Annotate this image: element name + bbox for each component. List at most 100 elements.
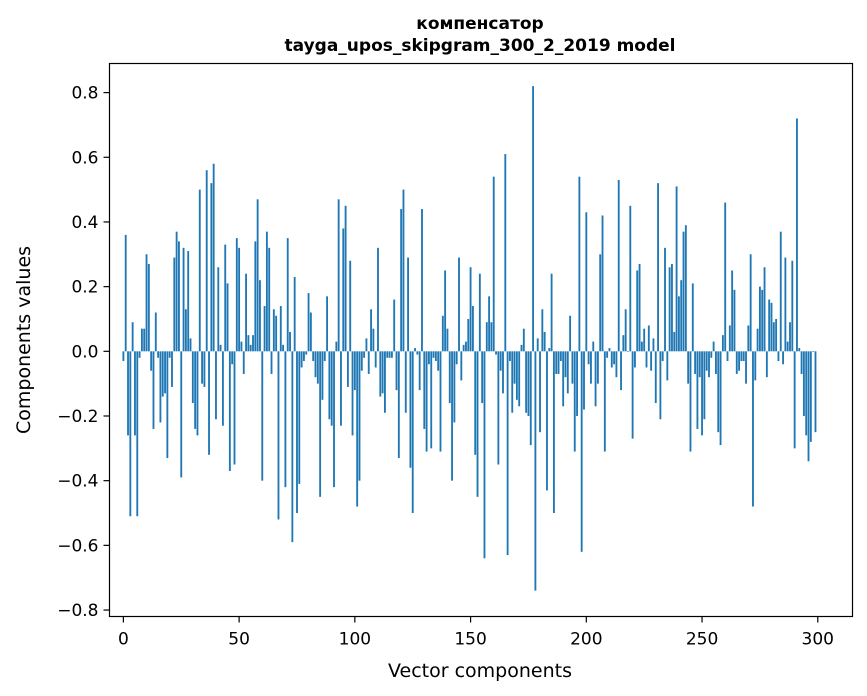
bar	[326, 296, 329, 352]
bar	[633, 351, 636, 368]
bar	[643, 328, 646, 352]
bar	[427, 351, 430, 365]
bar	[763, 267, 766, 352]
bar	[608, 348, 611, 352]
bar	[673, 331, 676, 352]
bar	[622, 335, 625, 352]
bar	[210, 183, 213, 352]
bar	[437, 351, 440, 371]
bar	[231, 351, 234, 365]
bar	[518, 351, 521, 407]
bar	[657, 183, 659, 352]
bar	[502, 351, 504, 394]
bar	[249, 344, 252, 352]
bar	[740, 351, 743, 362]
bar	[606, 351, 609, 358]
bar	[201, 351, 204, 384]
bar	[777, 351, 780, 362]
bar	[340, 351, 342, 426]
bar	[309, 312, 312, 352]
bar	[696, 351, 699, 429]
bar	[483, 351, 486, 559]
bar	[377, 247, 379, 352]
x-tick-label: 0	[118, 630, 129, 650]
bar	[509, 351, 511, 362]
bar	[731, 270, 734, 352]
x-tick-label: 300	[802, 630, 834, 650]
bar	[569, 315, 572, 352]
bar	[448, 351, 451, 404]
bar	[465, 341, 467, 352]
y-tick-label: −0.2	[57, 407, 98, 427]
bar	[386, 351, 389, 358]
bar	[603, 351, 606, 452]
bar	[534, 351, 537, 591]
bar	[476, 351, 479, 497]
bar	[474, 351, 477, 455]
y-axis-label: Components values	[13, 246, 35, 434]
bar	[152, 351, 155, 429]
bar	[205, 170, 208, 352]
bar	[402, 189, 405, 352]
bar	[196, 351, 199, 436]
bar	[791, 260, 794, 352]
bar	[161, 351, 164, 397]
bar	[342, 228, 345, 352]
bar	[738, 351, 741, 371]
bar	[680, 280, 683, 352]
bar	[481, 351, 484, 404]
bar	[668, 267, 671, 352]
bar	[715, 351, 717, 374]
bar	[122, 351, 125, 362]
x-tick-label: 200	[570, 630, 602, 650]
bar	[289, 331, 291, 352]
bar	[370, 309, 372, 352]
bar	[710, 351, 713, 358]
bar	[330, 351, 333, 426]
bar	[691, 283, 694, 352]
bar	[150, 351, 153, 371]
chart-title: компенсатор	[416, 14, 543, 34]
bar	[143, 328, 146, 352]
bar	[682, 231, 685, 352]
bar	[319, 351, 322, 497]
bar	[590, 351, 592, 384]
bar	[745, 351, 747, 384]
bar	[323, 351, 326, 362]
bar	[631, 351, 634, 439]
bar	[768, 299, 771, 352]
bar	[381, 351, 384, 394]
bar	[182, 247, 185, 352]
bar	[601, 215, 604, 352]
bar	[154, 312, 157, 352]
bar	[666, 351, 669, 381]
bar	[506, 351, 509, 556]
bar	[536, 338, 539, 352]
bar	[654, 351, 657, 404]
bar	[742, 351, 745, 362]
bar	[478, 273, 481, 352]
bar	[263, 306, 266, 352]
bar	[735, 351, 738, 374]
bar	[228, 351, 231, 471]
bar	[275, 315, 278, 352]
bar	[733, 289, 736, 352]
bar	[238, 247, 241, 352]
bar	[796, 118, 798, 352]
bar	[303, 351, 305, 362]
bar	[749, 254, 752, 352]
y-tick-label: 0.8	[71, 84, 98, 104]
bar	[168, 351, 171, 358]
bar	[124, 234, 127, 352]
bar	[430, 351, 433, 449]
bar	[786, 341, 789, 352]
bar	[300, 351, 303, 368]
bar	[661, 351, 664, 362]
bar	[187, 251, 190, 352]
bar	[467, 318, 470, 352]
bar	[705, 351, 708, 371]
bars-group	[122, 86, 817, 591]
bar	[242, 351, 245, 374]
bar	[191, 351, 194, 404]
bar	[784, 257, 787, 352]
